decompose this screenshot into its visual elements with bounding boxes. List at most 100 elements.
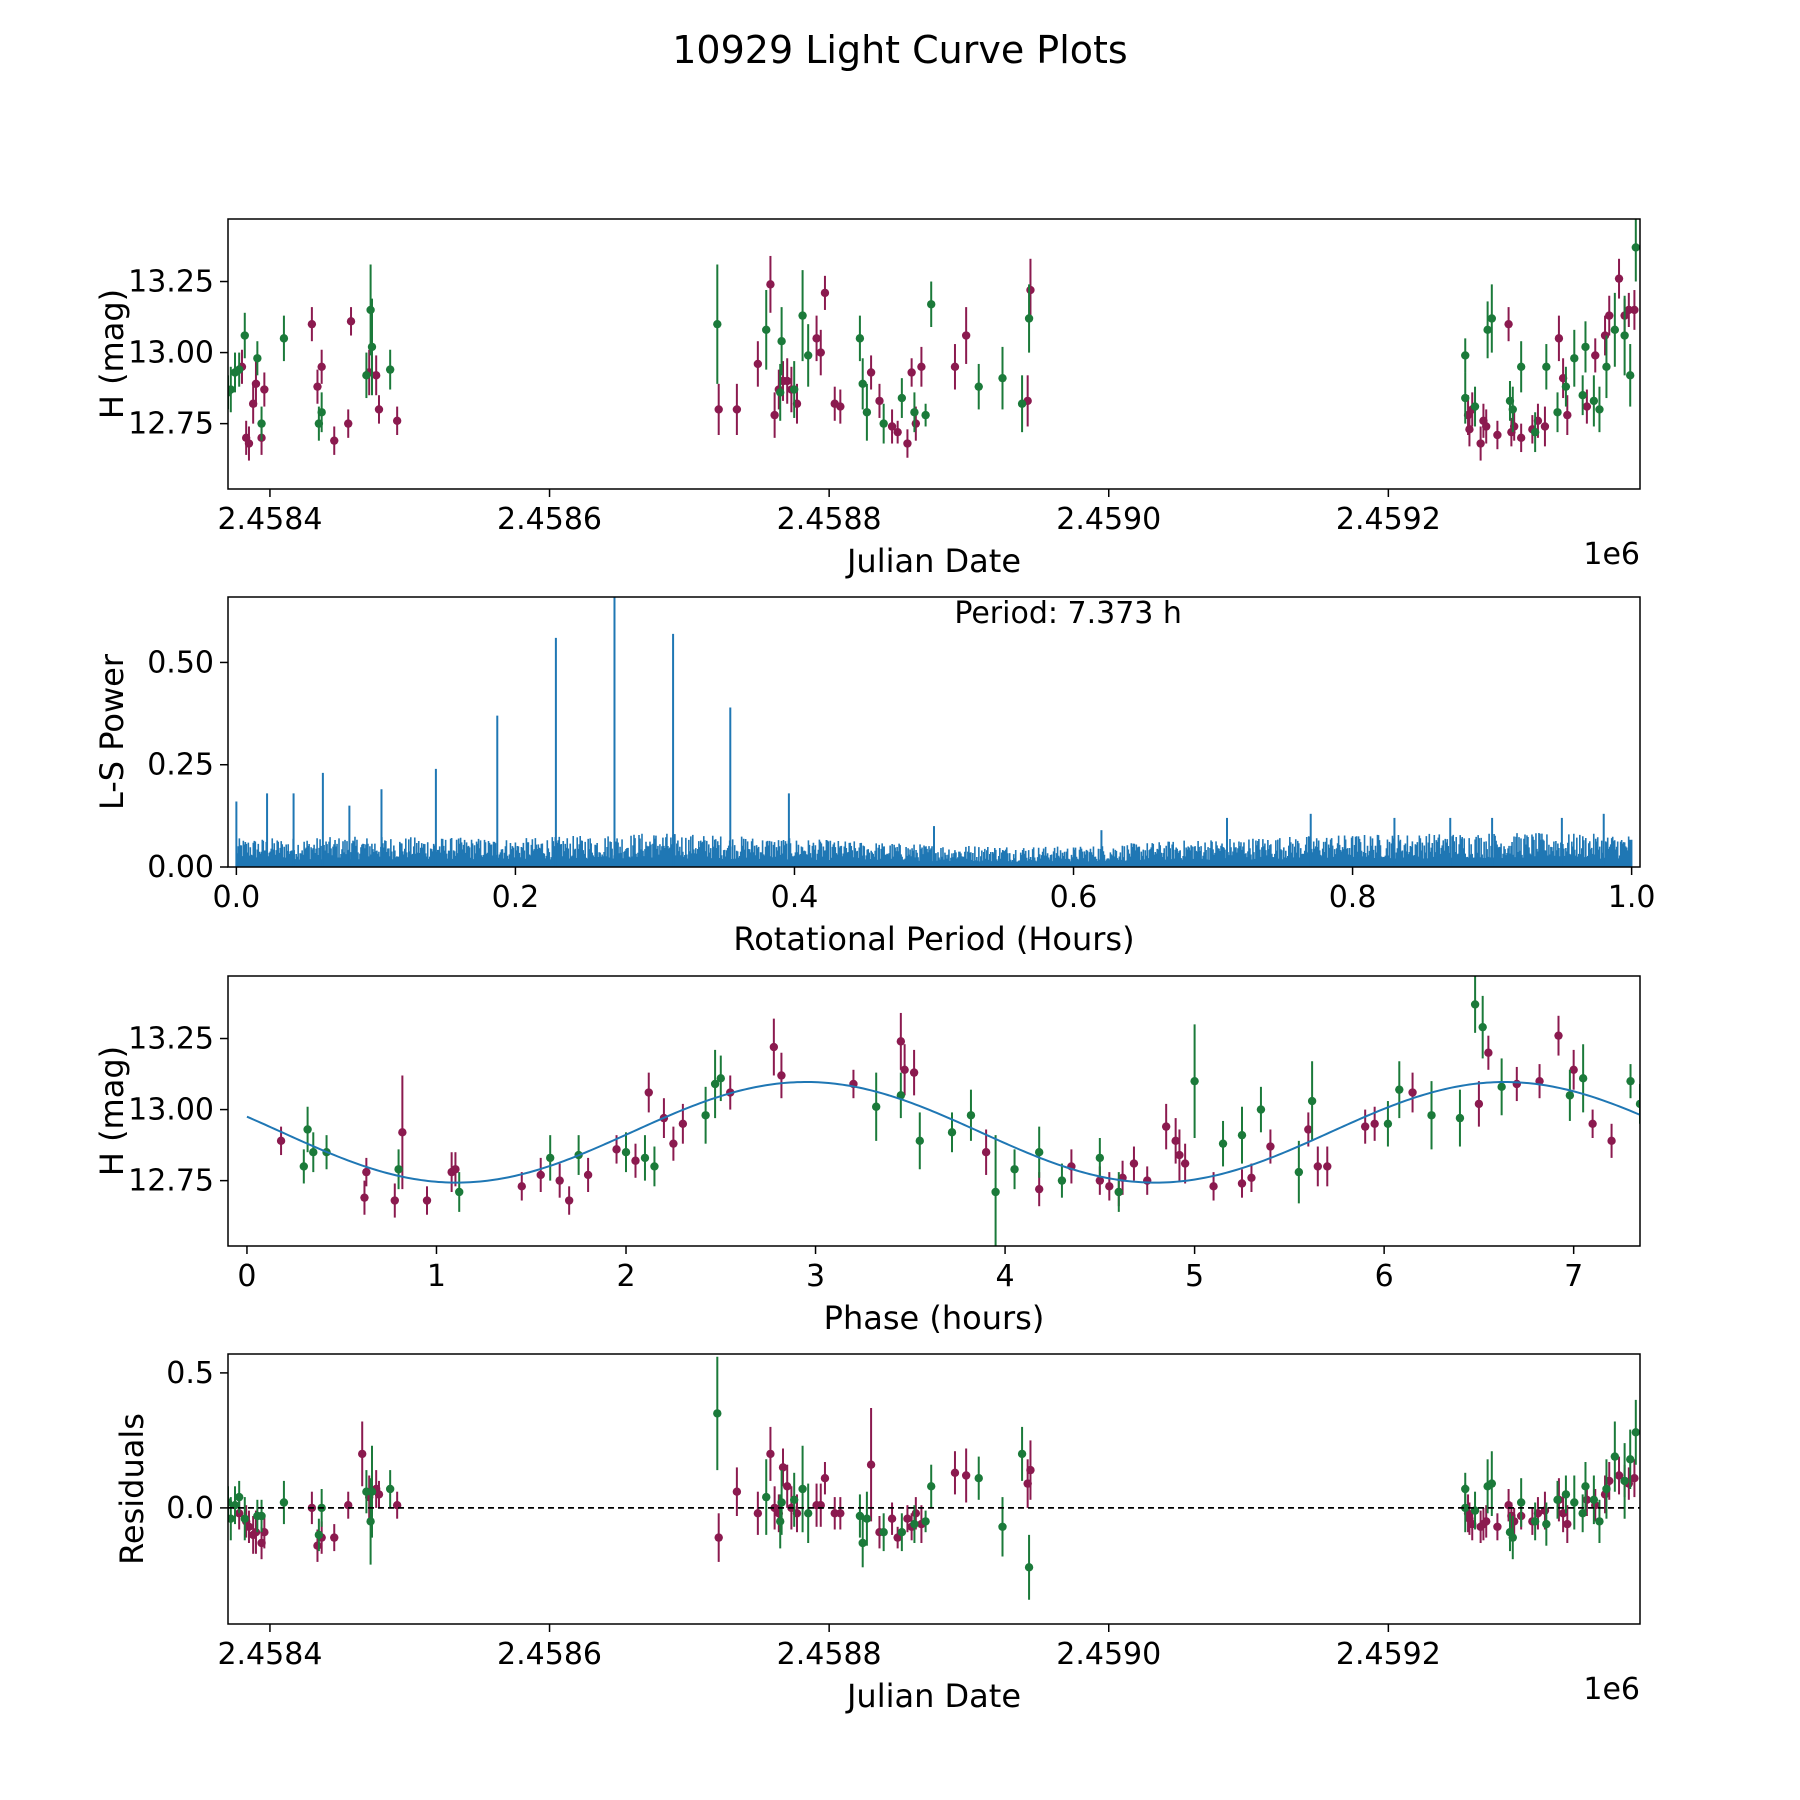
data-point-red bbox=[1105, 1182, 1114, 1191]
data-point-red bbox=[1161, 1122, 1171, 1131]
data-point-green bbox=[998, 1522, 1007, 1532]
data-point-green bbox=[1010, 1165, 1019, 1174]
data-point-green bbox=[897, 393, 907, 403]
data-point-green bbox=[546, 1153, 555, 1163]
data-point-green bbox=[974, 382, 983, 391]
data-point-red bbox=[451, 1165, 460, 1174]
data-point-green bbox=[1218, 1139, 1228, 1148]
data-point-green bbox=[640, 1153, 650, 1163]
data-point-green bbox=[240, 1514, 249, 1523]
data-point-red bbox=[903, 1514, 912, 1523]
y-tick-label: 0.5 bbox=[166, 1356, 214, 1391]
data-point-green bbox=[362, 371, 371, 380]
data-point-green bbox=[858, 1538, 867, 1548]
data-point-green bbox=[1542, 362, 1551, 371]
data-point-green bbox=[798, 311, 807, 320]
data-point-red bbox=[766, 1449, 775, 1459]
data-point-green bbox=[228, 388, 233, 397]
x-tick-label: 0.6 bbox=[1050, 880, 1098, 915]
data-point-red bbox=[911, 419, 921, 428]
data-point-red bbox=[1476, 439, 1485, 448]
figure-title: 10929 Light Curve Plots bbox=[672, 28, 1128, 72]
data-point-red bbox=[1266, 1142, 1275, 1151]
data-point-red bbox=[251, 379, 261, 389]
data-point-red bbox=[783, 1482, 792, 1491]
data-point-green bbox=[1620, 1476, 1629, 1486]
data-point-red bbox=[360, 1193, 369, 1202]
data-point-red bbox=[1563, 410, 1572, 420]
data-point-red bbox=[1370, 1119, 1379, 1128]
data-point-red bbox=[1512, 1079, 1522, 1089]
data-point-red bbox=[732, 1487, 742, 1496]
data-point-red bbox=[907, 368, 916, 377]
data-point-green bbox=[998, 373, 1007, 383]
data-point-red bbox=[1554, 1031, 1563, 1040]
panel-residuals: 2.4584 2.4586 2.4588 2.4590 2.4592 0.0 0.5 Juli… bbox=[113, 1353, 1641, 1715]
data-point-red bbox=[887, 1514, 897, 1523]
data-point-green bbox=[1383, 1119, 1393, 1128]
x-tick-label: 2.4590 bbox=[1056, 1637, 1161, 1672]
data-point-red bbox=[753, 1509, 763, 1518]
data-point-red bbox=[1408, 1088, 1417, 1097]
y-tick-label: 0.0 bbox=[166, 1491, 214, 1526]
x-tick-label: 2.4592 bbox=[1336, 1637, 1441, 1672]
y-tick-label: 0.00 bbox=[147, 850, 214, 885]
x-tick-label: 2.4588 bbox=[777, 1637, 882, 1672]
data-point-green bbox=[777, 337, 786, 346]
data-point-green bbox=[1626, 1455, 1635, 1464]
axes-frame bbox=[227, 1353, 1641, 1625]
data-point-green bbox=[228, 1498, 233, 1507]
data-point-green bbox=[1487, 1479, 1497, 1488]
data-point-green bbox=[366, 1517, 375, 1526]
data-point-red bbox=[362, 1167, 371, 1177]
data-point-green bbox=[1602, 362, 1611, 371]
data-point-green bbox=[1461, 1503, 1470, 1513]
data-point-green bbox=[1595, 405, 1604, 414]
data-point-green bbox=[621, 1148, 631, 1157]
data-point-red bbox=[981, 1148, 991, 1157]
data-point-green bbox=[1017, 1449, 1027, 1459]
data-point-red bbox=[1493, 430, 1502, 440]
y-tick-label: 0.50 bbox=[147, 645, 214, 680]
data-point-red bbox=[536, 1170, 545, 1180]
data-point-green bbox=[1017, 399, 1027, 408]
data-point-green bbox=[455, 1187, 464, 1197]
data-point-green bbox=[1589, 396, 1599, 406]
data-point-red bbox=[358, 1449, 367, 1459]
data-point-red bbox=[1323, 1162, 1332, 1171]
data-point-red bbox=[313, 1541, 322, 1550]
data-point-green bbox=[1057, 1176, 1067, 1185]
data-point-green bbox=[1395, 1085, 1404, 1094]
y-axis-label: H (mag) bbox=[93, 289, 131, 419]
data-point-red bbox=[783, 376, 792, 386]
data-point-green bbox=[910, 1519, 919, 1529]
y-axis-label: L-S Power bbox=[93, 653, 131, 810]
data-point-red bbox=[1095, 1176, 1105, 1185]
data-point-red bbox=[1605, 311, 1614, 320]
data-point-green bbox=[710, 1079, 720, 1089]
plot-area bbox=[228, 1356, 1640, 1600]
data-point-red bbox=[422, 1196, 432, 1205]
data-point-red bbox=[820, 1474, 830, 1483]
y-tick-label: 13.00 bbox=[128, 336, 214, 371]
data-point-red bbox=[1474, 1099, 1484, 1109]
data-point-green bbox=[1620, 331, 1629, 340]
x-tick-label: 0.0 bbox=[213, 880, 261, 915]
data-point-red bbox=[371, 371, 381, 380]
data-point-green bbox=[240, 331, 249, 340]
data-point-red bbox=[1600, 331, 1610, 340]
data-point-green bbox=[701, 1111, 710, 1120]
data-point-red bbox=[313, 382, 322, 391]
data-point-red bbox=[244, 439, 254, 448]
data-point-red bbox=[251, 1528, 261, 1537]
data-point-green bbox=[279, 334, 289, 343]
data-point-red bbox=[517, 1182, 526, 1191]
data-point-green bbox=[803, 1509, 813, 1518]
data-point-red bbox=[276, 1136, 286, 1146]
x-axis-label: Julian Date bbox=[845, 1677, 1021, 1715]
data-point-green bbox=[257, 1511, 266, 1521]
data-point-red bbox=[1171, 1136, 1180, 1146]
x-tick-label: 6 bbox=[1375, 1259, 1394, 1294]
data-point-green bbox=[789, 1495, 799, 1505]
